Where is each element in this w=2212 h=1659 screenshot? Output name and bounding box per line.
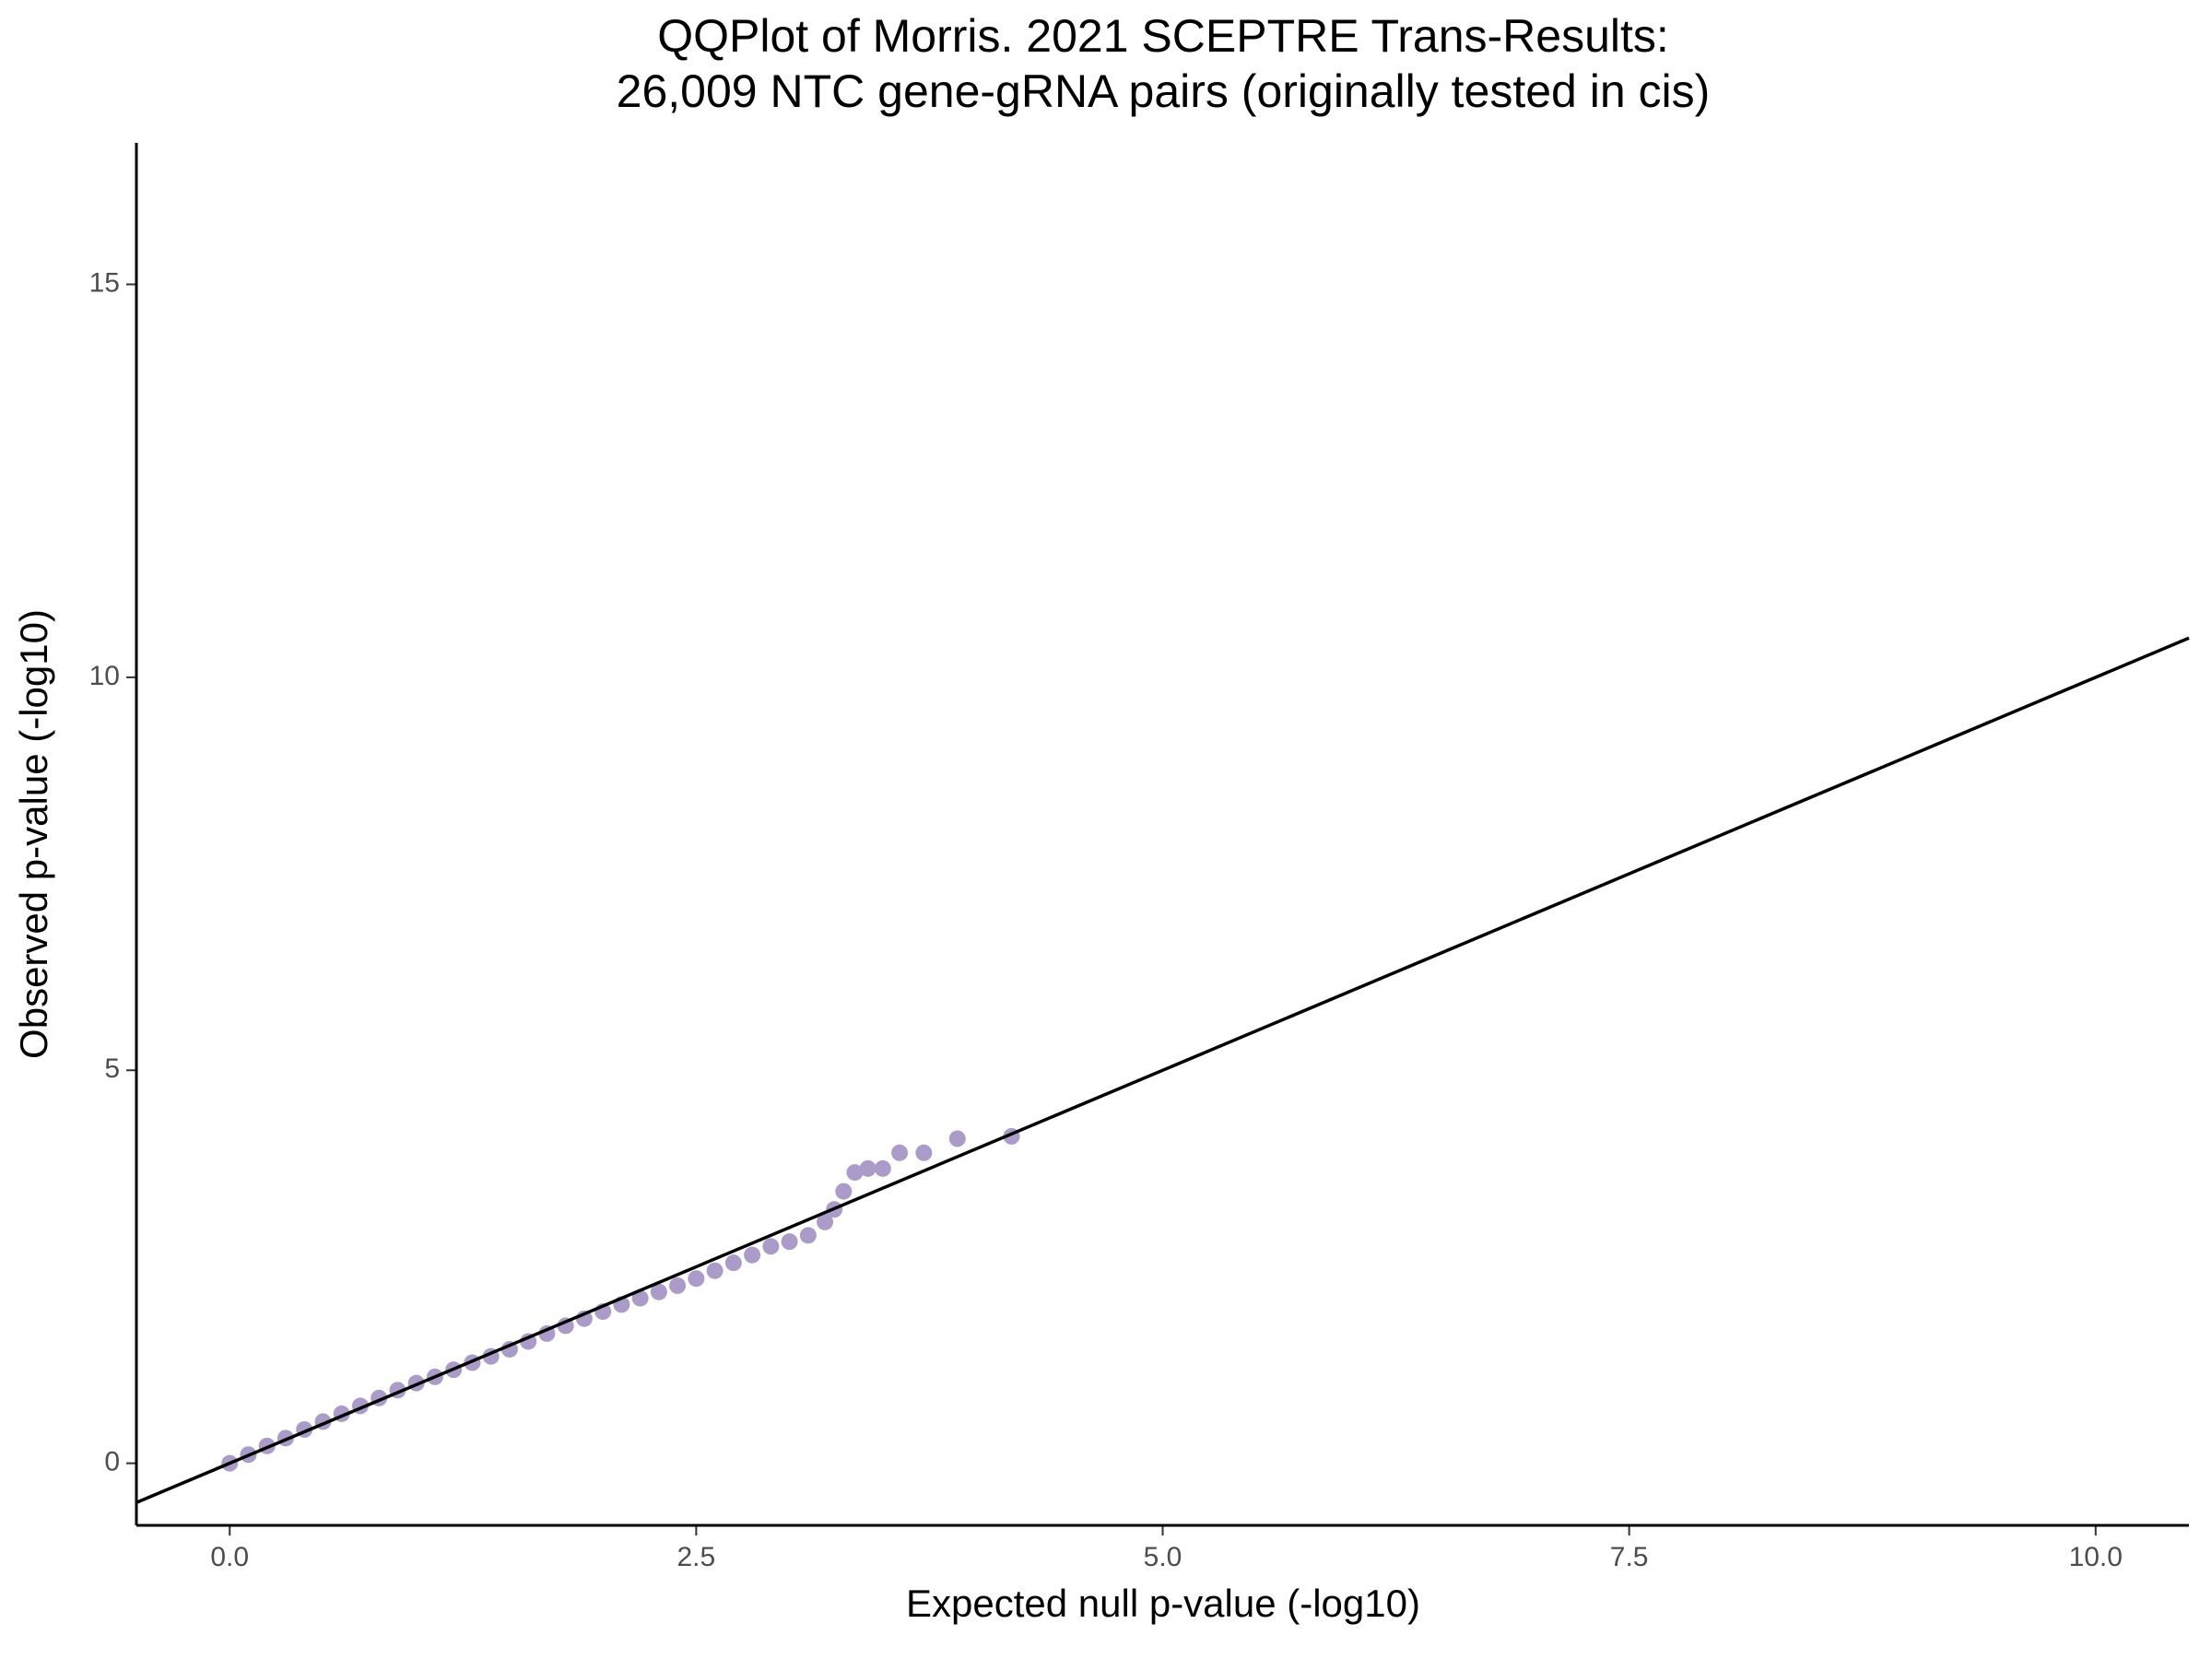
- point: [948, 1130, 966, 1147]
- y-tick-label: 0: [104, 1447, 120, 1477]
- y-tick-label: 15: [89, 267, 120, 298]
- point: [915, 1144, 933, 1161]
- y-tick-label: 5: [104, 1053, 120, 1084]
- point: [874, 1159, 891, 1177]
- point: [846, 1164, 864, 1182]
- point: [706, 1262, 724, 1279]
- reference-line: [135, 636, 2190, 1504]
- point: [744, 1246, 761, 1264]
- point: [835, 1182, 853, 1200]
- point: [781, 1233, 798, 1251]
- point: [688, 1270, 705, 1288]
- y-axis-title: Observed p-value (-log10): [12, 609, 55, 1059]
- x-axis-title: Expected null p-value (-log10): [906, 1582, 1420, 1625]
- x-tick-label: 5.0: [1144, 1542, 1182, 1572]
- x-tick-label: 2.5: [677, 1542, 716, 1572]
- x-tick-label: 7.5: [1610, 1542, 1649, 1572]
- point: [817, 1213, 834, 1230]
- point: [859, 1159, 877, 1177]
- point: [799, 1227, 817, 1244]
- point: [631, 1289, 649, 1307]
- point: [669, 1277, 687, 1294]
- x-tick-label: 10.0: [2069, 1542, 2123, 1572]
- point: [650, 1283, 667, 1300]
- chart-title: 26,009 NTC gene-gRNA pairs (originally t…: [617, 65, 1711, 117]
- y-tick-label: 10: [89, 661, 120, 691]
- x-tick-label: 0.0: [210, 1542, 249, 1572]
- point: [891, 1144, 909, 1161]
- point: [762, 1238, 780, 1255]
- point: [724, 1254, 742, 1272]
- chart-title: QQPlot of Morris. 2021 SCEPTRE Trans-Res…: [657, 10, 1669, 62]
